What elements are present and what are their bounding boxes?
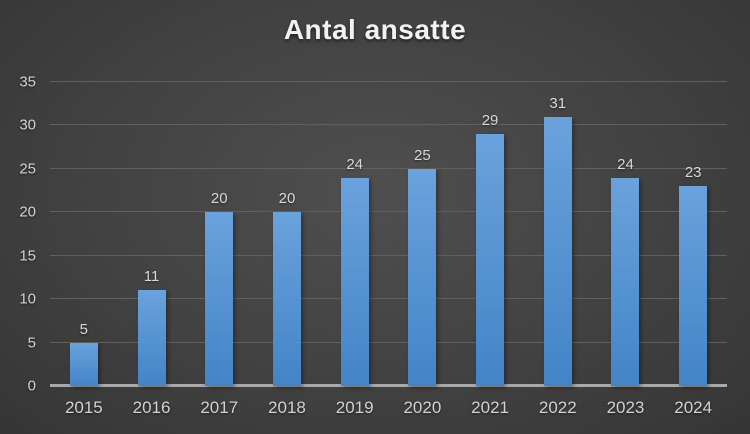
gridline [50, 298, 727, 300]
bar-column: 24 [321, 82, 389, 386]
gridlines [50, 81, 727, 386]
gridline [50, 211, 727, 213]
y-axis-tick-label: 15 [19, 247, 36, 265]
bar-value-label: 29 [481, 112, 499, 130]
bar [611, 177, 640, 386]
bar-value-label: 20 [278, 190, 296, 208]
bar [137, 290, 166, 386]
y-axis-tick-label: 30 [19, 116, 36, 134]
y-axis-tick-label: 5 [27, 334, 36, 352]
x-axis-tick-label: 2018 [268, 398, 306, 417]
bar-column: 11 [118, 82, 186, 386]
y-axis-tick-label: 35 [19, 73, 36, 91]
bar-value-label: 24 [617, 155, 634, 173]
x-axis-tick-label: 2021 [471, 398, 509, 417]
bar-column: 25 [389, 82, 457, 386]
y-axis-tick-label: 10 [19, 290, 36, 308]
bar-column: 5 [50, 82, 118, 386]
bar-column: 24 [592, 82, 660, 386]
gridline [50, 254, 727, 256]
x-axis-tick-label: 2020 [403, 398, 442, 417]
bar [69, 342, 98, 386]
plot-area: 5 11 20 20 24 25 29 31 24 23 [50, 81, 727, 387]
bar-column: 31 [524, 82, 592, 386]
y-axis-tick-label: 20 [19, 203, 36, 221]
bar-value-label: 23 [684, 164, 702, 182]
bar-column: 20 [185, 82, 253, 386]
x-axis-labels: 2015 2016 2017 2018 2019 2020 2021 2022 2023 2024 [50, 398, 727, 418]
bar-column: 20 [253, 82, 321, 386]
bar [679, 186, 708, 386]
bar-value-label: 25 [414, 146, 431, 164]
x-axis-tick-label: 2019 [335, 398, 374, 417]
x-axis-line [50, 384, 727, 387]
gridline [50, 81, 727, 82]
bar [205, 212, 234, 386]
x-axis-tick-label: 2015 [64, 398, 103, 417]
chart-title: Antal ansatte [283, 14, 467, 45]
bar [543, 116, 572, 386]
bar-column: 23 [659, 82, 727, 386]
bar [272, 212, 301, 386]
x-axis-tick-label: 2017 [200, 398, 239, 417]
x-axis-tick-label: 2022 [538, 398, 577, 417]
bar [340, 177, 369, 386]
bar-value-label: 11 [143, 268, 160, 286]
bar [476, 134, 505, 386]
gridline [50, 124, 727, 126]
bar-value-label: 31 [549, 94, 567, 112]
y-axis-labels: 0 5 10 15 20 25 30 35 [0, 75, 36, 394]
y-axis-tick-label: 25 [19, 160, 36, 178]
bar-value-label: 20 [210, 190, 228, 208]
x-axis-tick-label: 2016 [132, 398, 171, 417]
bar-value-label: 5 [79, 320, 89, 338]
x-axis-tick-label: 2023 [606, 398, 645, 417]
gridline [50, 341, 727, 343]
bar-value-label: 24 [346, 155, 363, 173]
gridline [50, 167, 727, 169]
bars-row: 5 11 20 20 24 25 29 31 24 23 [50, 82, 727, 386]
bar-column: 29 [456, 82, 524, 386]
bar [408, 168, 437, 386]
x-axis-tick-label: 2024 [674, 398, 713, 417]
y-axis-tick-label: 0 [27, 377, 36, 395]
